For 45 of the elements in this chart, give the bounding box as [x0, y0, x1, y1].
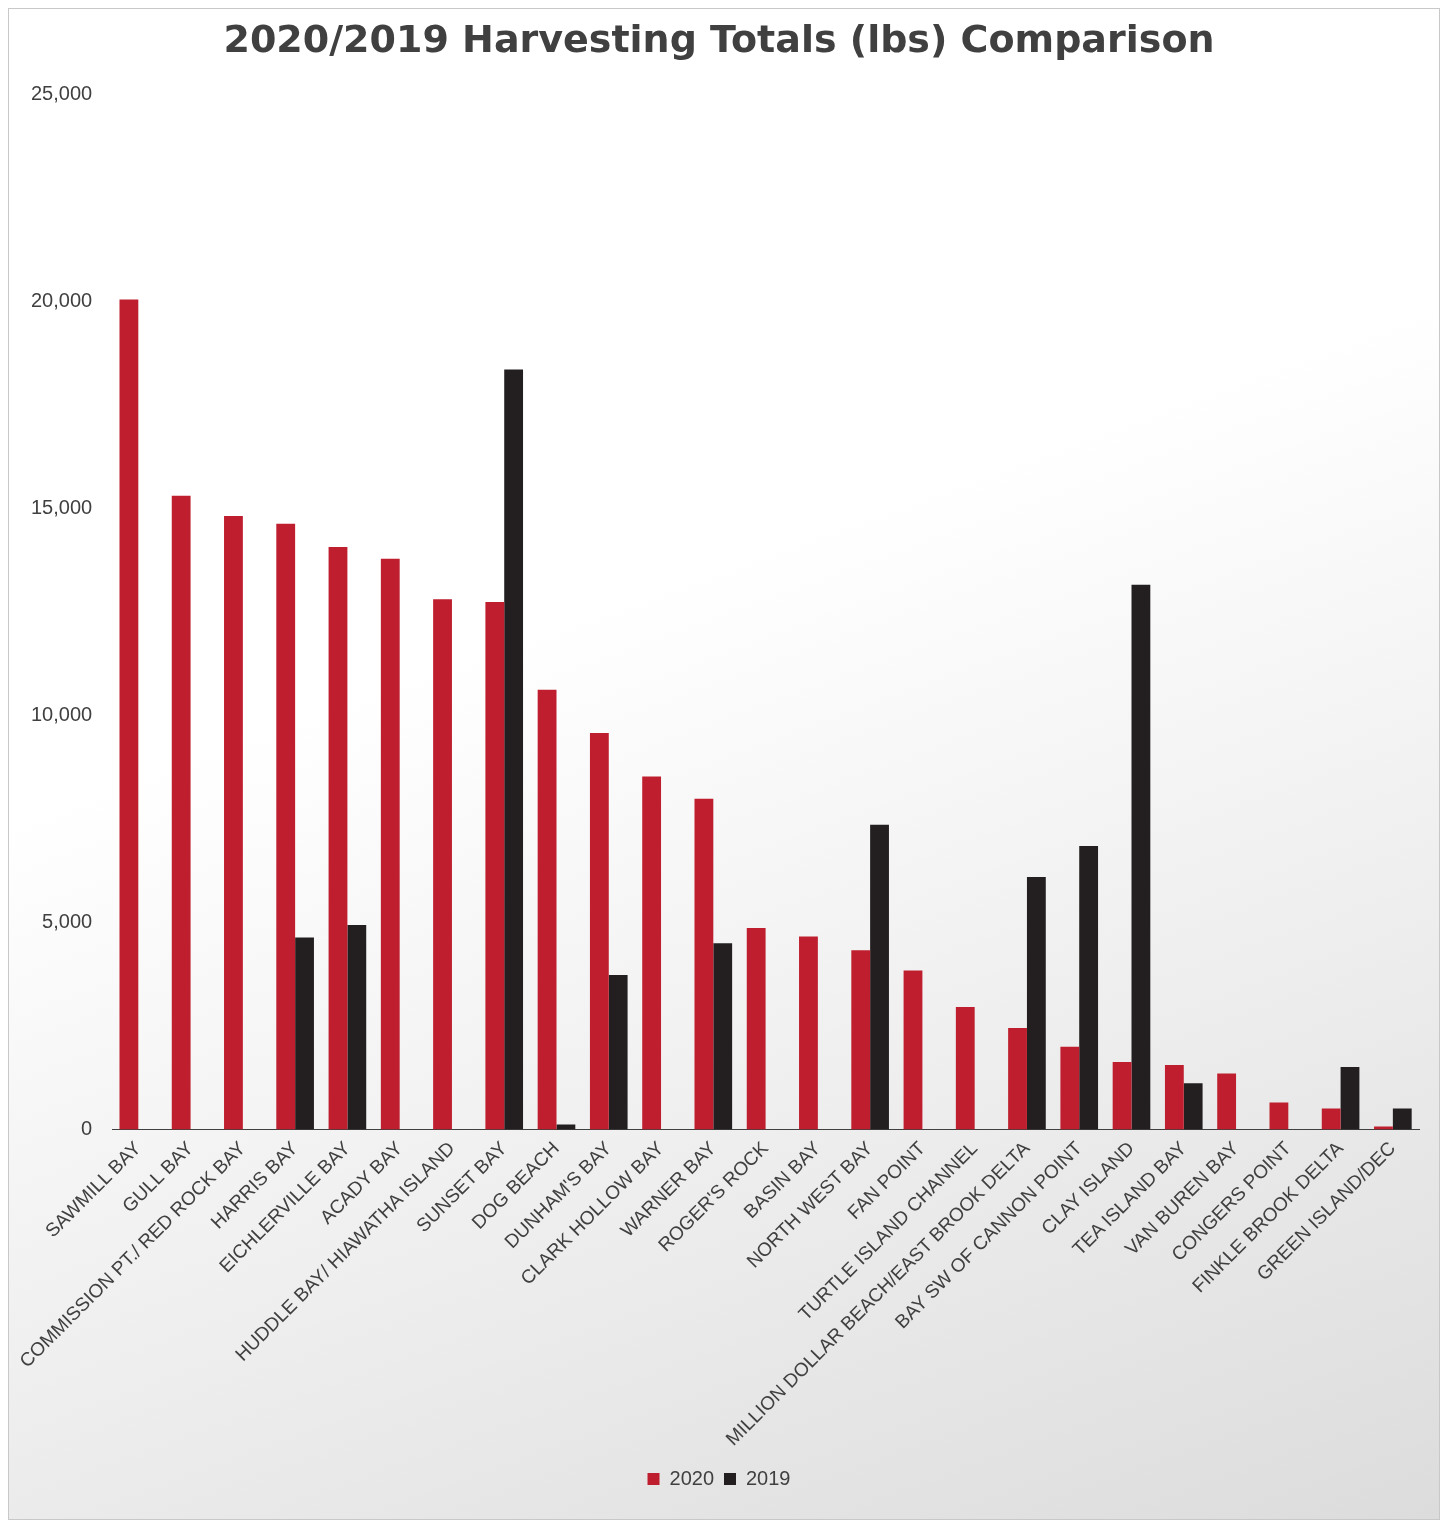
chart-title: 2020/2019 Harvesting Totals (lbs) Comparison — [223, 16, 1215, 61]
bar — [433, 599, 452, 1130]
bar — [1112, 1062, 1132, 1130]
bar — [870, 824, 889, 1130]
bar — [224, 516, 243, 1130]
bar — [1340, 1066, 1360, 1130]
bar — [1131, 584, 1151, 1130]
y-tick-label: 5,000 — [42, 910, 93, 933]
bar — [1321, 1108, 1341, 1130]
y-tick-label: 0 — [81, 1117, 93, 1140]
bar — [1183, 1083, 1203, 1130]
bar — [328, 547, 348, 1130]
bar — [119, 299, 139, 1130]
bar — [1164, 1064, 1184, 1130]
bar — [851, 950, 871, 1130]
bar — [713, 943, 733, 1130]
y-tick-label: 20,000 — [31, 289, 93, 312]
bar — [276, 523, 296, 1130]
bar — [589, 732, 609, 1130]
bar — [537, 689, 557, 1130]
bar — [746, 927, 766, 1130]
y-tick-label: 15,000 — [31, 496, 93, 519]
bar — [1079, 845, 1099, 1130]
bar — [694, 798, 714, 1130]
legend-label: 2019 — [746, 1466, 791, 1489]
bar — [295, 937, 314, 1130]
bar — [1217, 1073, 1237, 1130]
bar — [903, 970, 923, 1130]
y-tick-label: 25,000 — [31, 82, 93, 105]
bar — [380, 558, 400, 1130]
bar — [485, 602, 505, 1130]
bar — [1392, 1108, 1412, 1130]
bar — [171, 495, 191, 1130]
y-tick-label: 10,000 — [31, 703, 93, 726]
bar — [799, 936, 818, 1130]
bar — [504, 369, 524, 1130]
bar — [1060, 1046, 1080, 1130]
bar — [1008, 1028, 1027, 1130]
bar — [955, 1006, 975, 1130]
bar — [642, 776, 662, 1130]
bar — [608, 975, 628, 1130]
bar — [1269, 1102, 1289, 1130]
bar — [1026, 876, 1046, 1130]
legend-label: 2020 — [669, 1466, 715, 1489]
bar — [347, 925, 367, 1130]
